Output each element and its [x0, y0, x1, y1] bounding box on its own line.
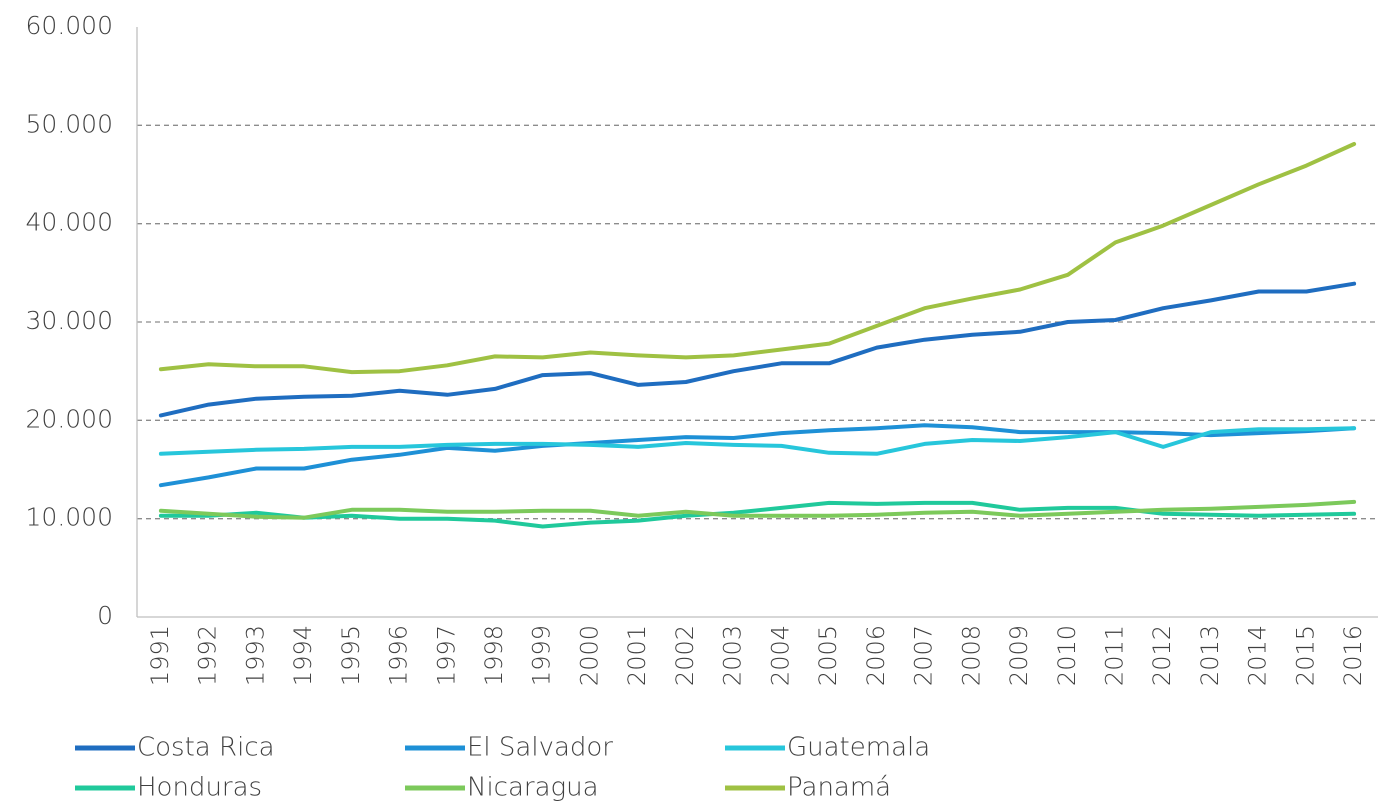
y-tick-label: 10.000 — [26, 503, 113, 532]
y-tick-label: 30.000 — [26, 306, 113, 335]
y-tick-label: 60.000 — [26, 11, 113, 40]
x-tick-label: 2003 — [719, 625, 747, 686]
x-tick-label: 2016 — [1339, 625, 1367, 686]
x-tick-label: 2010 — [1053, 625, 1081, 686]
x-tick-label: 1991 — [146, 625, 174, 686]
x-tick-label: 2004 — [766, 625, 794, 686]
x-tick-label: 2013 — [1196, 625, 1224, 686]
x-tick-label: 1992 — [194, 625, 222, 686]
x-tick-label: 2005 — [814, 625, 842, 686]
x-tick-label: 2012 — [1148, 625, 1176, 686]
x-tick-label: 2008 — [957, 625, 985, 686]
x-tick-label: 2006 — [862, 625, 890, 686]
line-series — [158, 142, 1357, 375]
x-tick-label: 1998 — [480, 625, 508, 686]
legend-label: El Salvador — [467, 733, 613, 763]
x-tick-label: 2001 — [623, 625, 651, 686]
x-tick-label: 2015 — [1291, 625, 1319, 686]
legend-label: Honduras — [137, 773, 262, 803]
line-series — [158, 423, 1357, 488]
x-tick-label: 2007 — [910, 625, 938, 686]
x-tick-label: 1997 — [432, 625, 460, 686]
line-series — [158, 500, 1357, 529]
x-tick-label: 2009 — [1005, 625, 1033, 686]
line-series — [158, 281, 1357, 418]
x-tick-label: 1994 — [289, 625, 317, 686]
y-tick-label: 0 — [97, 601, 113, 630]
x-tick-label: 1999 — [528, 625, 556, 686]
legend-label: Nicaragua — [467, 773, 599, 803]
x-tick-label: 2000 — [575, 625, 603, 686]
y-tick-label: 40.000 — [26, 208, 113, 237]
x-tick-label: 1993 — [241, 625, 269, 686]
y-tick-label: 20.000 — [26, 404, 113, 433]
line-series — [158, 499, 1357, 520]
x-tick-label: 2011 — [1100, 625, 1128, 686]
x-tick-label: 2014 — [1244, 625, 1272, 686]
x-tick-label: 1995 — [337, 625, 365, 686]
y-tick-label: 50.000 — [26, 109, 113, 138]
x-tick-label: 1996 — [385, 625, 413, 686]
line-series — [158, 426, 1357, 456]
legend-label: Guatemala — [787, 733, 930, 763]
x-tick-label: 2002 — [671, 625, 699, 686]
legend-label: Panamá — [787, 773, 891, 803]
legend-label: Costa Rica — [137, 733, 275, 763]
